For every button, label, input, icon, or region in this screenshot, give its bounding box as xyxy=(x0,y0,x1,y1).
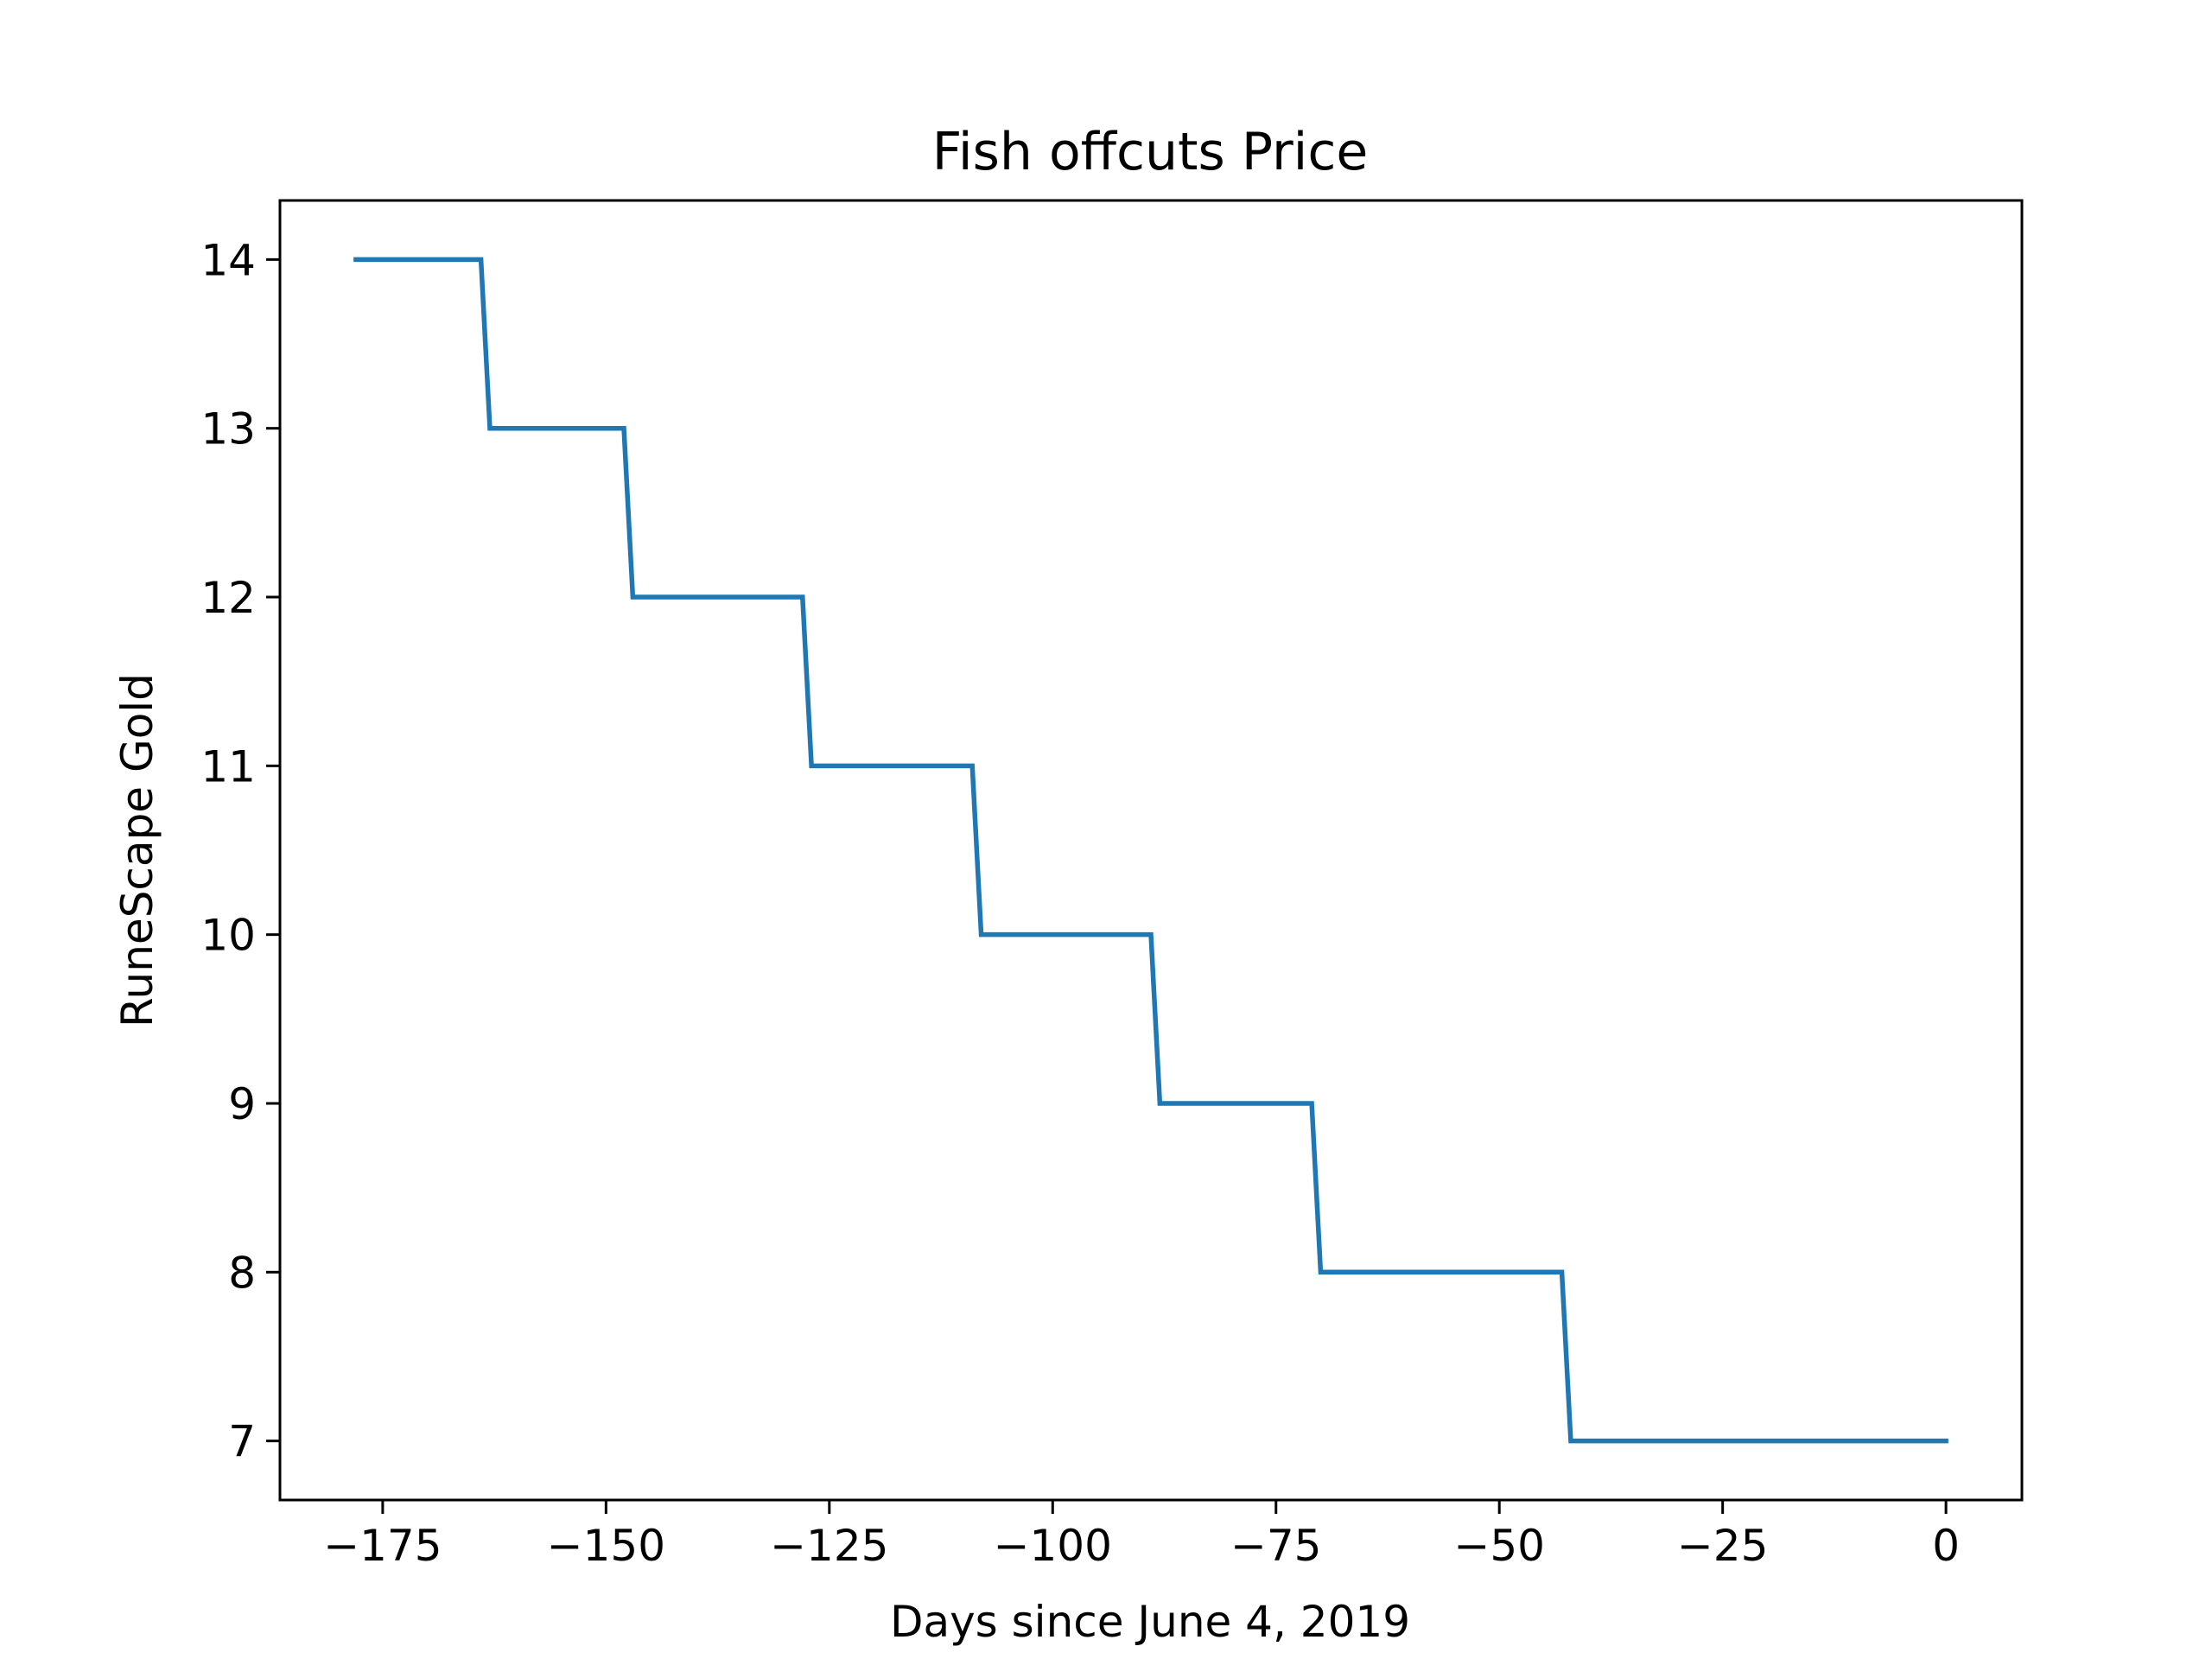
x-tick-label: 0 xyxy=(1932,1521,1960,1571)
x-axis-label: Days since June 4, 2019 xyxy=(890,1597,1410,1647)
y-tick-label: 13 xyxy=(200,404,256,454)
y-tick-label: 9 xyxy=(228,1079,256,1129)
x-tick-label: −75 xyxy=(1230,1521,1322,1571)
x-axis: −175 −150 −125 −100 −75 −50 −25 0 xyxy=(323,1500,1960,1571)
x-tick-label: −25 xyxy=(1677,1521,1769,1571)
x-tick-label: −50 xyxy=(1453,1521,1545,1571)
price-series-line xyxy=(353,257,1948,1444)
y-tick-label: 10 xyxy=(200,911,256,961)
x-tick-label: −175 xyxy=(323,1521,442,1571)
y-tick-label: 7 xyxy=(228,1417,256,1467)
plot-area xyxy=(278,199,2024,1502)
series-layer xyxy=(353,257,1948,1444)
y-tick-label: 8 xyxy=(228,1248,256,1298)
y-tick-label: 11 xyxy=(200,741,256,791)
y-axis: 7 8 9 10 11 12 13 14 xyxy=(200,235,280,1467)
y-tick-label: 12 xyxy=(200,573,256,623)
y-axis-label: RuneScape Gold xyxy=(112,673,162,1027)
x-tick-label: −150 xyxy=(547,1521,665,1571)
x-tick-label: −125 xyxy=(770,1521,888,1571)
plot-frame xyxy=(278,199,2024,1502)
chart-title: Fish offcuts Price xyxy=(932,122,1368,182)
y-tick-label: 14 xyxy=(200,235,256,285)
x-tick-label: −100 xyxy=(994,1521,1112,1571)
